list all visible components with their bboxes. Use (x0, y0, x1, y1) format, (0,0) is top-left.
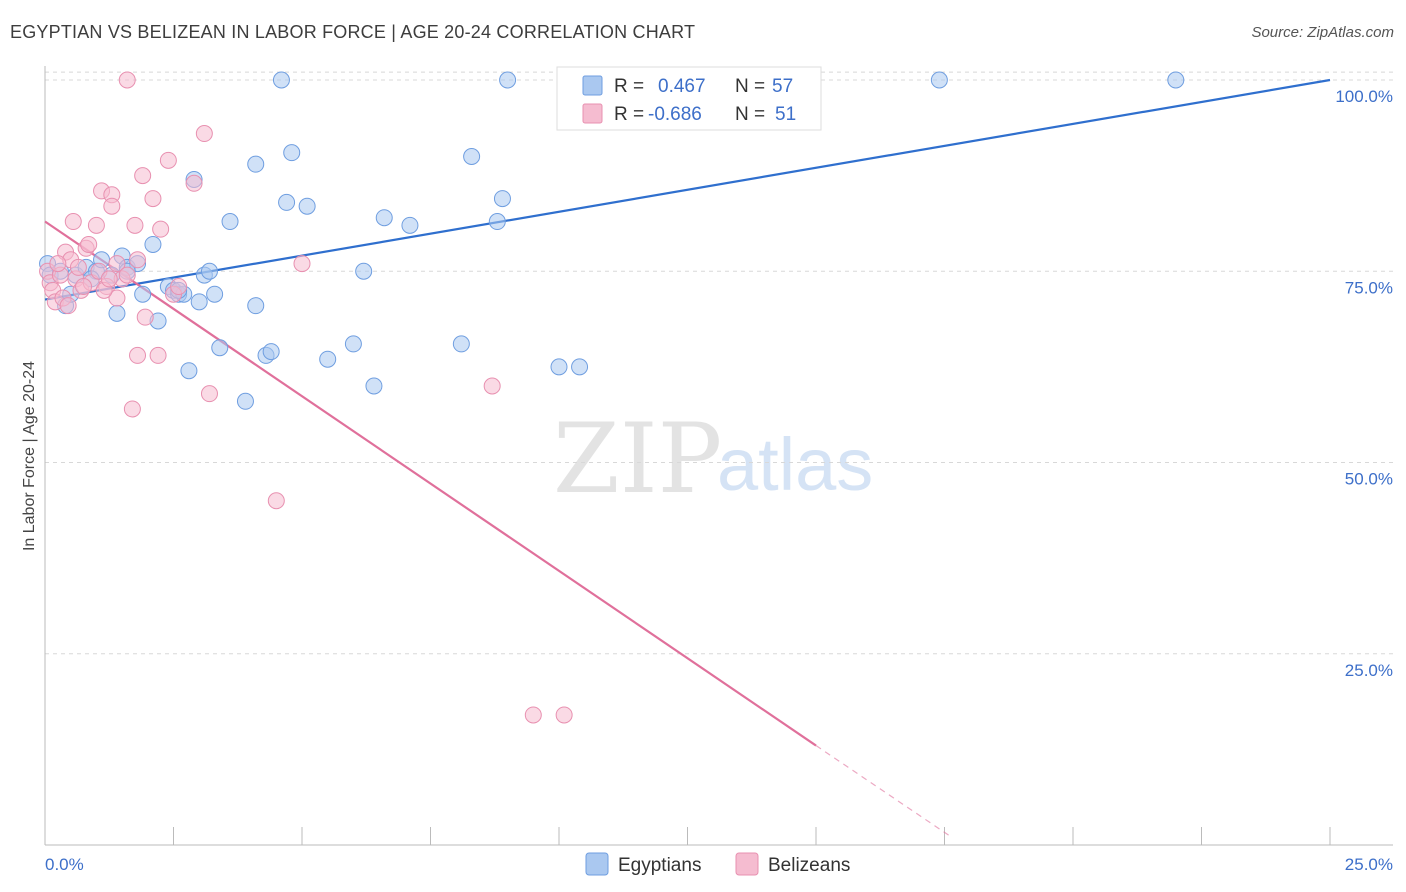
point-belizeans (195, 125, 213, 143)
point-egyptians (452, 335, 470, 353)
point-egyptians (493, 190, 511, 208)
point-belizeans (103, 197, 121, 215)
legend-n-value-egyptians: 57 (772, 76, 793, 97)
point-belizeans (118, 71, 136, 89)
point-belizeans (134, 167, 152, 185)
x-tick-label: 0.0% (45, 855, 84, 874)
legend-n-value-belizeans: 51 (775, 104, 796, 125)
point-belizeans (555, 706, 573, 724)
y-tick-label: 75.0% (1345, 278, 1393, 297)
chart-title: EGYPTIAN VS BELIZEAN IN LABOR FORCE | AG… (10, 22, 696, 42)
legend-n-label: N = (735, 104, 765, 125)
point-belizeans (185, 174, 203, 192)
data-points (39, 71, 1185, 724)
legend-r-value-belizeans: -0.686 (648, 104, 702, 125)
y-axis-title: In Labor Force | Age 20-24 (21, 361, 38, 551)
point-belizeans (267, 492, 285, 510)
point-egyptians (930, 71, 948, 89)
point-egyptians (1167, 71, 1185, 89)
point-belizeans (75, 278, 93, 296)
point-egyptians (134, 285, 152, 303)
point-egyptians (211, 339, 229, 357)
point-egyptians (272, 71, 290, 89)
watermark-zip: ZIP (553, 403, 722, 515)
trend-lines (44, 78, 1331, 837)
point-belizeans (129, 251, 147, 269)
point-egyptians (200, 262, 218, 280)
trend-line-egyptians (44, 78, 1331, 301)
point-belizeans (59, 297, 77, 315)
point-belizeans (159, 151, 177, 169)
point-egyptians (488, 213, 506, 231)
point-belizeans (108, 289, 126, 307)
legend-n-label: N = (735, 76, 765, 97)
point-belizeans (483, 377, 501, 395)
point-egyptians (571, 358, 589, 376)
point-belizeans (170, 278, 188, 296)
point-egyptians (298, 197, 316, 215)
point-belizeans (118, 266, 136, 284)
point-egyptians (221, 213, 239, 231)
legend-r-value-egyptians: 0.467 (658, 76, 706, 97)
axes: 25.0% 50.0% 75.0% 100.0% 0.0% 25.0% (44, 66, 1393, 874)
x-tick-label: 25.0% (1345, 855, 1393, 874)
point-belizeans (123, 400, 141, 418)
bottom-legend: Egyptians Belizeans (585, 852, 850, 876)
point-belizeans (149, 346, 167, 364)
point-egyptians (144, 235, 162, 253)
watermark-atlas: atlas (717, 423, 873, 506)
point-egyptians (375, 209, 393, 227)
point-egyptians (355, 262, 373, 280)
point-egyptians (319, 350, 337, 368)
point-egyptians (499, 71, 517, 89)
point-belizeans (136, 308, 154, 326)
point-belizeans (108, 255, 126, 273)
point-belizeans (152, 220, 170, 238)
point-egyptians (278, 193, 296, 211)
point-belizeans (100, 270, 118, 288)
point-egyptians (247, 155, 265, 173)
bottom-legend-swatch-egyptians (585, 852, 609, 876)
point-egyptians (236, 392, 254, 410)
point-belizeans (293, 255, 311, 273)
point-belizeans (87, 216, 105, 234)
legend-swatch-belizeans (582, 103, 603, 124)
point-egyptians (401, 216, 419, 234)
point-belizeans (129, 346, 147, 364)
trend-line-extension-belizeans (815, 745, 950, 837)
legend-swatch-egyptians (582, 75, 603, 96)
point-belizeans (200, 385, 218, 403)
point-belizeans (126, 216, 144, 234)
trend-line-belizeans (44, 220, 817, 747)
point-egyptians (550, 358, 568, 376)
point-egyptians (190, 293, 208, 311)
point-belizeans (80, 235, 98, 253)
point-belizeans (49, 255, 67, 273)
point-belizeans (64, 213, 82, 231)
point-egyptians (180, 362, 198, 380)
point-egyptians (262, 343, 280, 361)
legend-r-label: R = (614, 104, 644, 125)
point-egyptians (283, 144, 301, 162)
point-belizeans (69, 258, 87, 276)
point-egyptians (463, 148, 481, 165)
point-egyptians (108, 304, 126, 322)
point-egyptians (365, 377, 383, 395)
point-egyptians (344, 335, 362, 353)
legend-r-label: R = (614, 76, 644, 97)
point-belizeans (144, 190, 162, 208)
point-belizeans (524, 706, 542, 724)
bottom-legend-label-egyptians: Egyptians (618, 855, 701, 876)
point-egyptians (206, 285, 224, 303)
y-tick-label: 50.0% (1345, 470, 1393, 489)
chart-source: Source: ZipAtlas.com (1251, 24, 1394, 41)
grid-lines (45, 71, 1393, 655)
y-tick-label: 100.0% (1335, 87, 1393, 106)
legend-box: R = 0.467 N = 57 R = -0.686 N = 51 (556, 66, 822, 131)
point-egyptians (247, 297, 265, 315)
y-tick-label: 25.0% (1345, 661, 1393, 680)
bottom-legend-label-belizeans: Belizeans (768, 855, 850, 876)
bottom-legend-swatch-belizeans (735, 852, 759, 876)
